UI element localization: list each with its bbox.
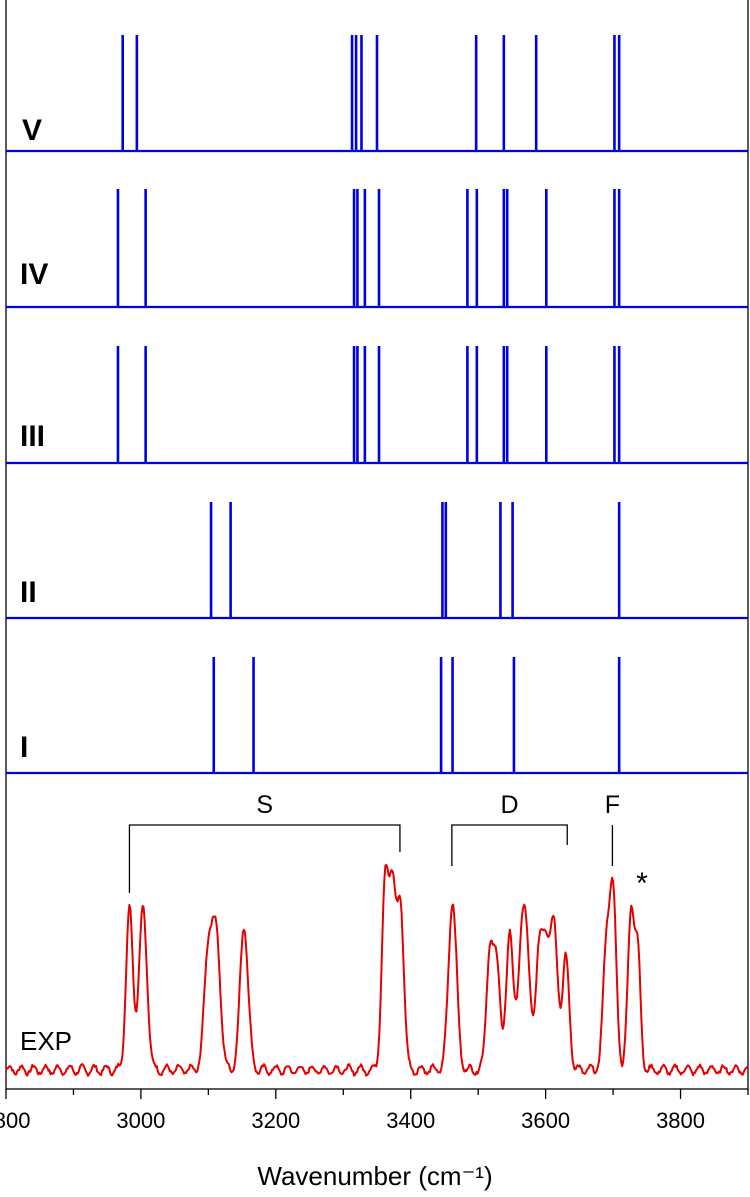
x-tick-label: 3800 — [656, 1108, 705, 1133]
x-axis-label: Wavenumber (cm⁻¹) — [257, 1161, 492, 1191]
panel-exp: EXP — [5, 863, 749, 1077]
panel-label-ii: II — [20, 576, 37, 609]
annotation-star: * — [636, 867, 648, 900]
panel-iv: IV — [6, 189, 748, 309]
bracket-line — [451, 824, 568, 866]
panel-i: I — [6, 657, 748, 775]
panel-label-v: V — [22, 114, 42, 147]
experimental-spectrum — [5, 863, 749, 1077]
bracket-line — [128, 824, 401, 893]
panel-v: V — [6, 35, 748, 153]
annotation-f: F — [605, 791, 620, 866]
annotation-s: S — [128, 791, 401, 893]
panel-label-i: I — [20, 731, 28, 764]
bracket-label: D — [501, 791, 519, 819]
x-tick-label: 2800 — [0, 1108, 30, 1133]
panel-label-exp: EXP — [20, 1026, 72, 1056]
panel-iii: III — [6, 346, 748, 465]
x-tick-label: 3000 — [116, 1108, 165, 1133]
annotations: S D F * — [128, 791, 648, 900]
marker-label: F — [605, 791, 620, 819]
star-label: * — [636, 867, 648, 900]
panel-label-iv: IV — [20, 258, 48, 291]
x-tick-label: 3600 — [521, 1108, 570, 1133]
x-tick-label: 3200 — [251, 1108, 300, 1133]
x-axis: 2800 3000 3200 3400 3600 3800 — [0, 1089, 749, 1133]
bracket-label: S — [256, 791, 273, 819]
annotation-d: D — [451, 791, 568, 866]
plot-frame — [5, 0, 749, 1090]
x-tick-label: 3400 — [386, 1108, 435, 1133]
panel-label-iii: III — [20, 420, 45, 453]
panel-ii: II — [6, 502, 748, 620]
